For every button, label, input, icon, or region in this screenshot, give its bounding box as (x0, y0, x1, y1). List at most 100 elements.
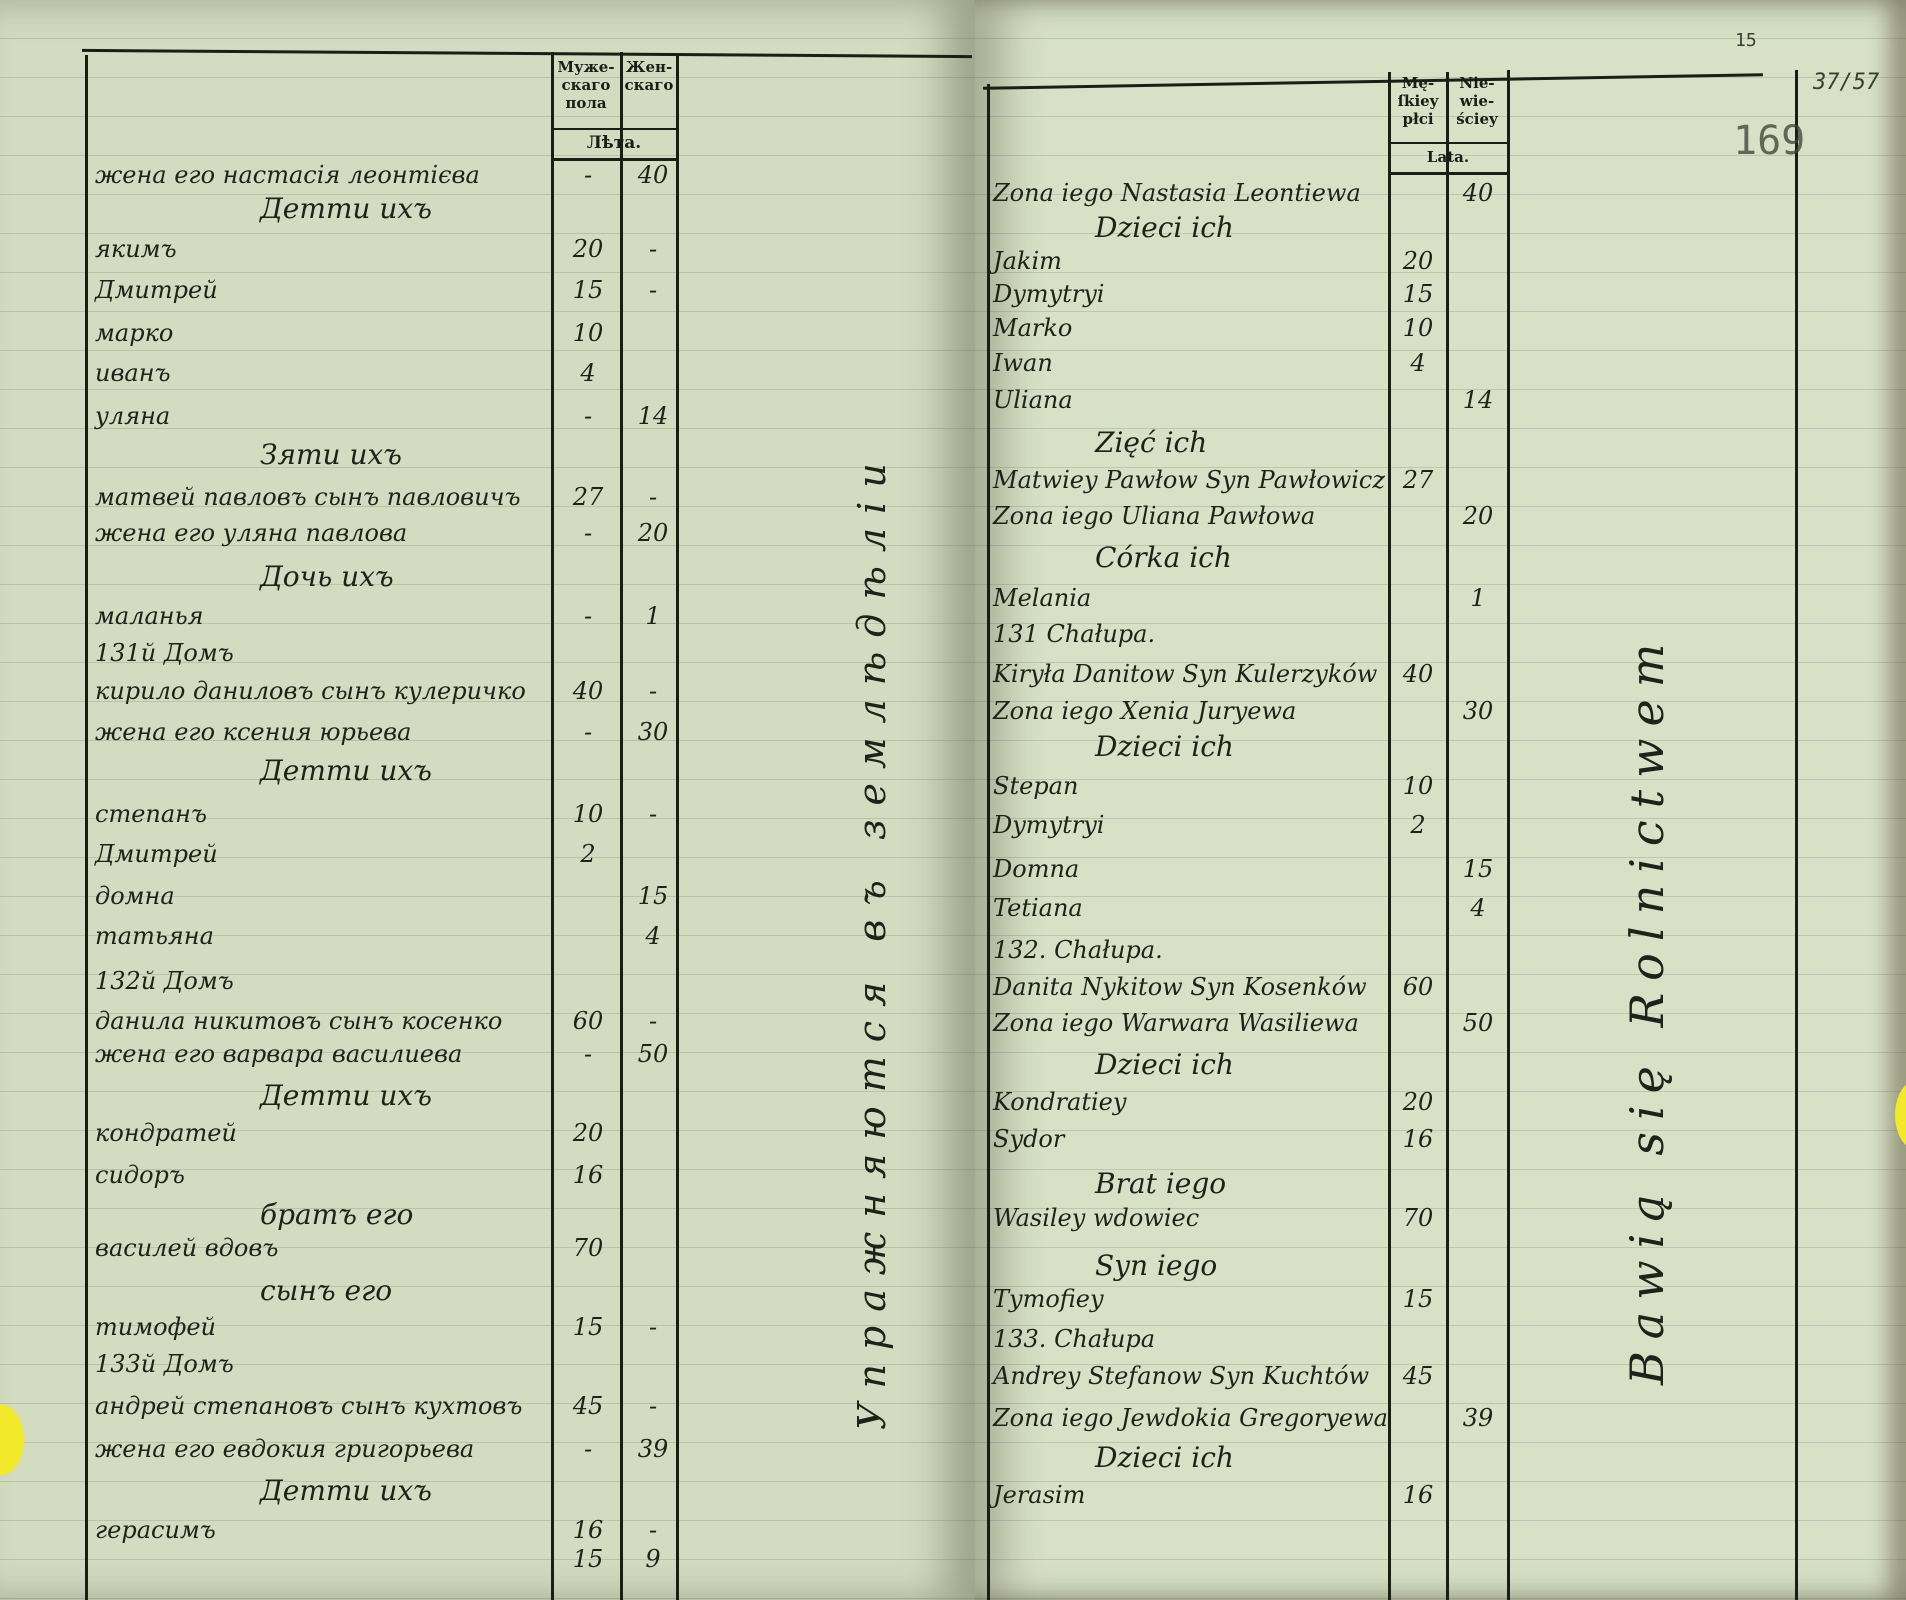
male-age: 16 (572, 1161, 604, 1189)
entry-name: Zona iego Xenia Juryewa (993, 697, 1297, 725)
side-note: Bawią się Rolnictwem (1620, 631, 1674, 1385)
entry-name: Dymytryi (993, 280, 1105, 308)
section-heading: Córka ich (1095, 541, 1232, 574)
entry-name: жена его евдокия григорьева (95, 1435, 475, 1463)
entry-name: Kiryła Danitow Syn Kulerzyków (993, 660, 1378, 688)
entry-name: 131 Chałupa. (993, 620, 1156, 648)
male-age: 20 (572, 235, 604, 263)
female-age: - (648, 483, 658, 511)
entry-name: Jakim (993, 247, 1062, 275)
section-heading: сынъ его (260, 1274, 393, 1307)
female-age: - (648, 677, 658, 705)
female-age: 15 (1462, 855, 1494, 883)
page-number-stamp: 169 (1733, 118, 1806, 164)
entry-name: Zona iego Uliana Pawłowa (993, 502, 1316, 530)
male-age: 10 (1402, 772, 1434, 800)
folio-note: 37/57 (1813, 70, 1880, 95)
entry-name: андрей степановъ сынъ кухтовъ (95, 1392, 523, 1420)
section-heading: Zięć ich (1095, 426, 1208, 459)
entry-name: 133. Chałupa (993, 1325, 1156, 1353)
header-divider (551, 128, 677, 130)
female-column-border (1446, 72, 1449, 1600)
entry-name: кирило даниловъ сынъ кулеричко (95, 677, 526, 705)
entry-name: Tetiana (993, 894, 1083, 922)
male-age: 10 (572, 319, 604, 347)
entry-name: 132. Chałupa. (993, 936, 1163, 964)
entry-name: марко (95, 319, 174, 347)
entry-name: якимъ (95, 235, 177, 263)
entry-name: Melania (993, 584, 1092, 612)
female-age: 1 (1470, 584, 1486, 612)
male-age: 60 (1402, 973, 1434, 1001)
entry-name: жена его настасія леонтієва (95, 161, 480, 189)
female-age: 9 (645, 1545, 661, 1573)
entry-name: Wasiley wdowiec (993, 1204, 1200, 1232)
male-age: 16 (1402, 1481, 1434, 1509)
header-years: Lata. (1426, 148, 1470, 166)
female-age: - (648, 1392, 658, 1420)
male-age: - (583, 402, 593, 430)
entry-name: Iwan (993, 349, 1053, 377)
entry-name: Stepan (993, 772, 1079, 800)
entry-name: Дмитрей (95, 276, 218, 304)
header-male: Муже- скаго пола (557, 58, 615, 112)
section-heading: Brat iego (1095, 1167, 1227, 1200)
entry-name: Dymytryi (993, 811, 1105, 839)
header-bottom-rule (1388, 172, 1508, 175)
section-heading: Детти ихъ (260, 1474, 432, 1507)
male-column-border (551, 52, 554, 1600)
male-age: 15 (572, 276, 604, 304)
section-heading: Детти ихъ (260, 192, 432, 225)
female-age: 30 (1462, 697, 1494, 725)
entry-name: Zona iego Nastasia Leontiewa (993, 179, 1361, 207)
corner-note: 15 (1735, 30, 1757, 51)
header-female: Nie- wie- ściey (1456, 74, 1498, 128)
entry-name: жена его ксения юрьева (95, 718, 412, 746)
entry-name: Sydor (993, 1125, 1065, 1153)
entry-name: Andrey Stefanow Syn Kuchtów (993, 1362, 1370, 1390)
section-heading: Детти ихъ (260, 1079, 432, 1112)
table-right-border (1507, 70, 1510, 1600)
entry-name: 131й Домъ (95, 639, 234, 667)
section-heading: Dzieci ich (1095, 1048, 1234, 1081)
male-age: 40 (572, 677, 604, 705)
male-age: 2 (1410, 811, 1426, 839)
entry-name: данила никитовъ сынъ косенко (95, 1007, 503, 1035)
male-column-border (1388, 72, 1391, 1600)
left-page: Муже- скаго пола Жен- скаго Лѣта. Упражн… (0, 0, 975, 1600)
female-age: - (648, 800, 658, 828)
female-age: - (648, 1313, 658, 1341)
entry-name: уляна (95, 402, 171, 430)
entry-name: герасимъ (95, 1516, 216, 1544)
header-male: Mę- ſkiey płci (1397, 74, 1439, 128)
entry-name: Kondratiey (993, 1088, 1127, 1116)
entry-name: татьяна (95, 922, 214, 950)
male-age: 40 (1402, 660, 1434, 688)
entry-name: Danita Nykitow Syn Kosenków (993, 973, 1367, 1001)
male-age: 45 (572, 1392, 604, 1420)
male-age: 70 (1402, 1204, 1434, 1232)
entry-name: маланья (95, 602, 204, 630)
name-column-border (85, 55, 88, 1600)
male-age: 15 (1402, 1285, 1434, 1313)
header-female: Жен- скаго (624, 58, 674, 94)
section-heading: Дочь ихъ (260, 560, 394, 593)
side-note: Упражняются въ землѣдѣлiи (850, 449, 894, 1430)
female-age: 15 (637, 882, 669, 910)
male-age: 27 (1402, 466, 1434, 494)
section-heading: Детти ихъ (260, 754, 432, 787)
female-age: - (648, 1007, 658, 1035)
male-age: 60 (572, 1007, 604, 1035)
male-age: - (583, 718, 593, 746)
section-heading: Dzieci ich (1095, 1441, 1234, 1474)
female-age: 4 (1470, 894, 1486, 922)
female-age: - (648, 276, 658, 304)
male-age: 16 (572, 1516, 604, 1544)
male-age: 70 (572, 1234, 604, 1262)
female-age: 1 (645, 602, 661, 630)
entry-name: Jerasim (993, 1481, 1086, 1509)
entry-name: Marko (993, 314, 1073, 342)
entry-name: Zona iego Warwara Wasiliewa (993, 1009, 1359, 1037)
male-age: 15 (572, 1313, 604, 1341)
entry-name: Дмитрей (95, 840, 218, 868)
